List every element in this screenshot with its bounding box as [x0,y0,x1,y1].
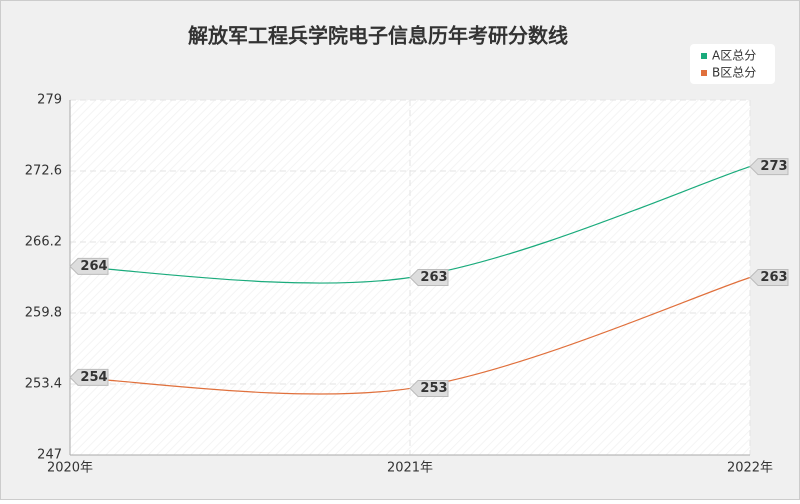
value-label-tag [69,368,109,386]
y-tick-label: 272.6 [25,164,62,179]
chart-title: 解放军工程兵学院电子信息历年考研分数线 [188,24,568,48]
x-tick-label: 2021年 [387,461,433,476]
value-label: 273 [760,159,787,174]
value-label: 263 [760,270,787,285]
legend-box [690,44,775,84]
value-label-tag [749,158,789,176]
value-label-tag [409,269,449,286]
value-label-tag [69,257,109,275]
y-tick-label: 247 [37,448,62,463]
value-label: 263 [420,270,447,285]
value-label-tag [409,379,449,397]
y-tick-label: 279 [37,93,62,108]
legend-marker [701,70,707,76]
y-tick-label: 253.4 [25,377,62,392]
value-label-tag [749,269,789,286]
y-tick-label: 259.8 [25,306,62,321]
x-tick-label: 2022年 [727,461,773,476]
value-label: 254 [80,370,107,385]
y-tick-label: 266.2 [25,235,62,250]
legend-label: A区总分 [712,49,756,63]
legend-label: B区总分 [712,66,756,80]
value-label: 264 [80,259,107,274]
x-tick-label: 2020年 [47,461,93,476]
value-label: 253 [420,381,447,396]
legend-marker [701,53,707,59]
